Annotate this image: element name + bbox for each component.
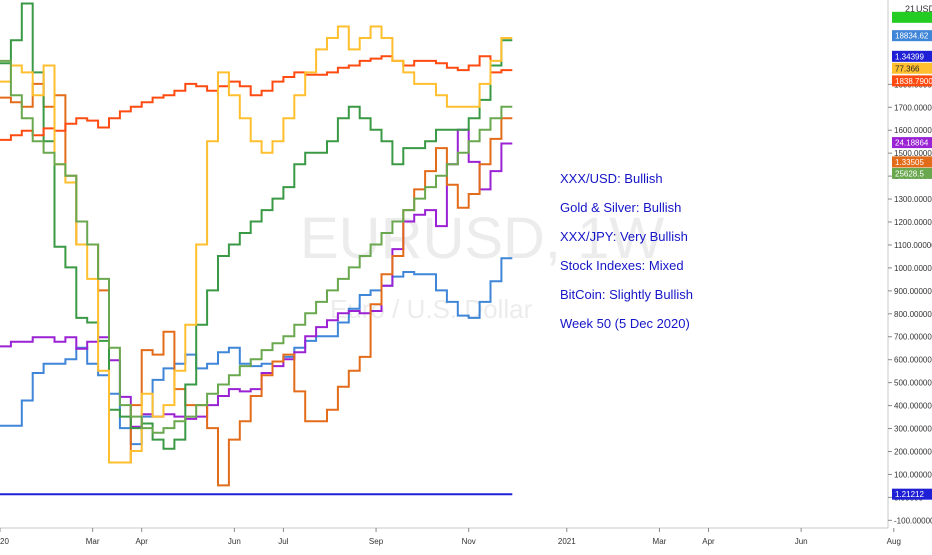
y-tick-label: 1500.00000: [894, 149, 932, 158]
annotation-bitcoin: BitCoin: Slightly Bullish: [560, 287, 693, 302]
y-tick-label: 1100.00000: [894, 241, 932, 250]
watermark-symbol: EURUSD, 1W: [300, 206, 664, 271]
price-tag-label: 18834.62: [895, 32, 929, 41]
x-tick-label: Jul: [278, 537, 288, 546]
x-tick-label: Nov: [462, 537, 476, 546]
y-tick-label: 900.00000: [894, 287, 932, 296]
price-tag-label: 25628.5: [895, 169, 924, 178]
y-tick-label: 200.00000: [894, 447, 932, 456]
x-tick-label: Apr: [702, 537, 715, 546]
series-line-1[interactable]: [0, 257, 513, 446]
x-tick-label: Jun: [228, 537, 241, 546]
currency-header: 21 USD: [905, 4, 932, 14]
x-tick-label: Aug: [887, 537, 901, 546]
x-tick-label: 2020: [0, 537, 9, 546]
annotation-stock-indexes: Stock Indexes: Mixed: [560, 258, 684, 273]
price-tag: [892, 62, 932, 74]
y-tick-label: 1200.00000: [894, 218, 932, 227]
x-tick-label: Mar: [86, 537, 100, 546]
x-tick-label: Apr: [135, 537, 148, 546]
top-tick-label: 21: [905, 4, 915, 14]
series-line-5[interactable]: [0, 55, 513, 141]
y-tick-label: -100.00000: [894, 516, 932, 525]
y-tick-label: 1600.00000: [894, 126, 932, 135]
y-tick-label: 500.00000: [894, 379, 932, 388]
price-tag-label: 77.366: [895, 64, 920, 73]
y-tick-label: 1700.00000: [894, 103, 932, 112]
annotation-gold-silver: Gold & Silver: Bullish: [560, 200, 682, 215]
x-tick-label: Mar: [653, 537, 667, 546]
y-tick-label: 400.00000: [894, 402, 932, 411]
y-tick-label: 800.00000: [894, 310, 932, 319]
price-tag: [892, 167, 932, 179]
price-tag: [892, 30, 932, 42]
price-tag-label: 1838.79000: [895, 77, 932, 86]
series-line-4[interactable]: [0, 2, 513, 450]
price-tag: [892, 137, 932, 149]
y-tick-label: 600.00000: [894, 356, 932, 365]
x-tick-label: Sep: [369, 537, 384, 546]
y-tick-label: 700.00000: [894, 333, 932, 342]
price-tag-label: 1.21212: [895, 490, 924, 499]
price-tags: 18834.621.3439977.3661838.7900024.188641…: [892, 11, 932, 500]
currency-label: USD: [916, 4, 932, 14]
y-tick-label: 1000.00000: [894, 264, 932, 273]
price-tag: [892, 156, 932, 168]
price-tag-label: 1.33505: [895, 158, 924, 167]
x-tick-label: Jun: [795, 537, 808, 546]
price-tag: [892, 75, 932, 87]
price-tag: [892, 11, 932, 23]
price-tag: [892, 488, 932, 500]
y-tick-label: 100.00000: [894, 470, 932, 479]
series-line-6[interactable]: [0, 25, 513, 464]
series-line-7[interactable]: [0, 59, 513, 434]
time-axis[interactable]: 2020MarAprJunJulSepNov2021MarAprJunAugSe…: [0, 528, 932, 546]
x-tick-label: 2021: [558, 537, 576, 546]
annotation-xxx-jpy: XXX/JPY: Very Bullish: [560, 229, 688, 244]
annotation-xxx-usd: XXX/USD: Bullish: [560, 171, 663, 186]
price-tag: [892, 50, 932, 62]
watermark-description: Euro / U.S. Dollar: [330, 294, 533, 324]
y-tick-label: 1300.00000: [894, 195, 932, 204]
series-layer: [0, 2, 513, 496]
annotation-week: Week 50 (5 Dec 2020): [560, 316, 690, 331]
y-tick-label: 300.00000: [894, 425, 932, 434]
price-tag-label: 1.34399: [895, 52, 924, 61]
price-tag-label: 24.18864: [895, 139, 929, 148]
